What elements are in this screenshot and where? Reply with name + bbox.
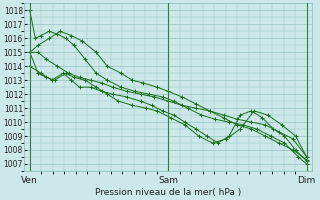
- X-axis label: Pression niveau de la mer( hPa ): Pression niveau de la mer( hPa ): [95, 188, 241, 197]
